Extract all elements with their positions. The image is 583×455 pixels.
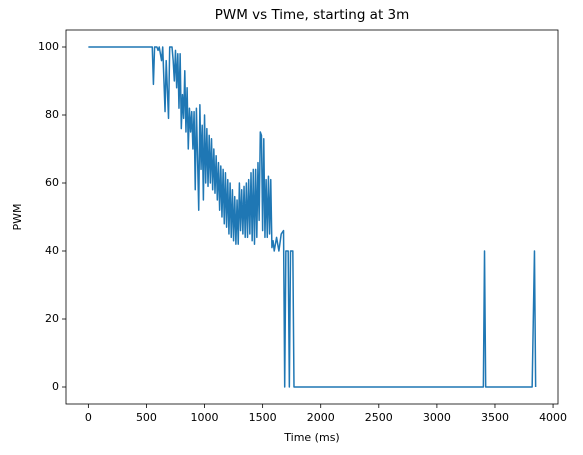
x-axis-label: Time (ms) [283, 431, 339, 444]
x-tick-label: 3000 [423, 411, 451, 424]
y-tick-label: 40 [45, 244, 59, 257]
x-tick-label: 500 [136, 411, 157, 424]
y-tick-label: 100 [38, 40, 59, 53]
x-tick-label: 2000 [307, 411, 335, 424]
chart-title: PWM vs Time, starting at 3m [215, 7, 410, 23]
y-tick-label: 0 [52, 380, 59, 393]
x-tick-label: 4000 [539, 411, 567, 424]
x-tick-label: 3500 [481, 411, 509, 424]
x-tick-label: 2500 [365, 411, 393, 424]
data-line [88, 46, 537, 388]
y-axis-label: PWM [11, 203, 24, 230]
x-tick-label: 0 [85, 411, 92, 424]
y-tick-label: 60 [45, 176, 59, 189]
y-tick-label: 20 [45, 312, 59, 325]
y-tick-label: 80 [45, 108, 59, 121]
x-tick-label: 1000 [191, 411, 219, 424]
x-tick-label: 1500 [249, 411, 277, 424]
plot-frame [65, 29, 559, 405]
